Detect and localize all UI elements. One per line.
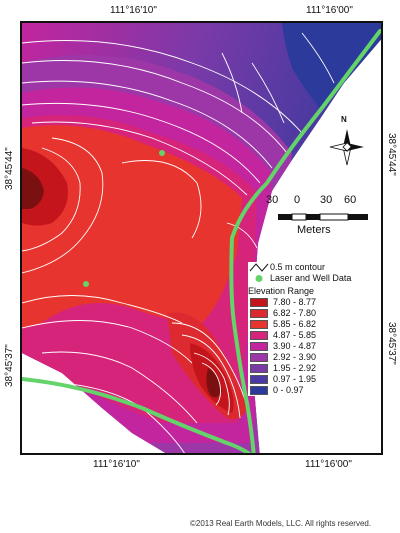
- legend: 0.5 m contour Laser and Well Data Elevat…: [248, 262, 378, 396]
- legend-swatch: [250, 353, 268, 362]
- scale-tick: 60: [344, 194, 357, 206]
- legend-range-label: 5.85 - 6.82: [273, 319, 317, 329]
- contour-line: [301, 32, 335, 84]
- legend-range-label: 0 - 0.97: [273, 385, 304, 395]
- coord-right-lower: 38°45'37": [386, 322, 397, 365]
- scale-tick: 30: [266, 194, 279, 206]
- legend-range-row: 7.80 - 8.77: [248, 297, 378, 308]
- legend-swatch: [250, 298, 268, 307]
- track-coastline: [229, 29, 381, 453]
- legend-range-row: 4.87 - 5.85: [248, 330, 378, 341]
- legend-contour-row: 0.5 m contour: [248, 262, 378, 273]
- legend-range-row: 3.90 - 4.87: [248, 341, 378, 352]
- contour-line: [22, 80, 273, 169]
- scale-tick: 0: [294, 194, 301, 206]
- zone-red: [22, 125, 242, 329]
- legend-range-row: 0.97 - 1.95: [248, 374, 378, 385]
- contour-line: [22, 320, 193, 364]
- legend-range-label: 2.92 - 3.90: [273, 352, 317, 362]
- contour-line: [181, 334, 241, 419]
- contour-line: [41, 351, 198, 424]
- copyright-notice: ©2013 Real Earth Models, LLC. All rights…: [190, 519, 372, 528]
- data-tracks: [22, 29, 381, 453]
- legend-swatch: [250, 375, 268, 384]
- legend-range-label: 3.90 - 4.87: [273, 341, 317, 351]
- coord-top-left: 111°16'10": [110, 5, 157, 16]
- data-point: [159, 150, 165, 156]
- scale-tick: 30: [320, 194, 333, 206]
- coord-left-upper: 38°45'44": [4, 147, 15, 190]
- contour-line: [22, 40, 303, 134]
- contour-line: [22, 147, 81, 252]
- zone-blue-topright: [282, 23, 381, 111]
- legend-range-label: 0.97 - 1.95: [273, 374, 317, 384]
- peak-lower: [206, 368, 222, 398]
- north-arrow-icon: [329, 129, 364, 166]
- scale-bar: [278, 213, 368, 221]
- track-south: [22, 377, 252, 453]
- legend-range-row: 5.85 - 6.82: [248, 319, 378, 330]
- coord-left-lower: 38°45'37": [4, 344, 15, 387]
- contour-line: [221, 52, 243, 114]
- data-point-icon: [255, 275, 263, 282]
- contour-line: [22, 137, 104, 274]
- legend-range-row: 2.92 - 3.90: [248, 352, 378, 363]
- scale-units: Meters: [297, 224, 331, 236]
- contour-line: [22, 295, 183, 324]
- contour-lines: [22, 32, 335, 453]
- coord-top-right: 111°16'00": [306, 5, 353, 16]
- legend-swatch: [250, 364, 268, 373]
- elevation-map: N: [20, 21, 383, 455]
- contour-line: [22, 60, 288, 154]
- coord-right-upper: 38°45'44": [386, 133, 397, 176]
- legend-contour-label: 0.5 m contour: [270, 262, 326, 272]
- contour-line: [226, 222, 258, 249]
- contour-symbol-icon: [249, 263, 269, 272]
- elevation-surface: [22, 23, 381, 453]
- contour-line: [31, 121, 248, 196]
- legend-range-row: 1.95 - 2.92: [248, 363, 378, 374]
- data-point: [83, 281, 89, 287]
- legend-data-row: Laser and Well Data: [248, 273, 378, 284]
- legend-range-title: Elevation Range: [248, 286, 315, 296]
- legend-data-label: Laser and Well Data: [270, 273, 352, 283]
- coord-bottom-right: 111°16'00": [305, 459, 352, 470]
- legend-range-label: 7.80 - 8.77: [273, 297, 317, 307]
- contour-line: [193, 352, 230, 416]
- north-label: N: [341, 115, 347, 124]
- contour-line: [121, 160, 202, 239]
- contour-line: [22, 102, 261, 184]
- legend-range-row: 0 - 0.97: [248, 385, 378, 396]
- legend-swatch: [250, 309, 268, 318]
- legend-range-row: 6.82 - 7.80: [248, 308, 378, 319]
- legend-ranges: 7.80 - 8.77 6.82 - 7.80 5.85 - 6.82 4.87 - …: [248, 297, 378, 396]
- legend-range-label: 4.87 - 5.85: [273, 330, 317, 340]
- coord-bottom-left: 111°16'10": [93, 459, 140, 470]
- legend-swatch: [250, 331, 268, 340]
- contour-line: [251, 62, 285, 124]
- legend-range-label: 6.82 - 7.80: [273, 308, 317, 318]
- legend-swatch: [250, 342, 268, 351]
- contour-line: [201, 362, 221, 406]
- legend-range-label: 1.95 - 2.92: [273, 363, 317, 373]
- legend-swatch: [250, 320, 268, 329]
- legend-swatch: [250, 386, 268, 395]
- peak-left: [22, 168, 44, 209]
